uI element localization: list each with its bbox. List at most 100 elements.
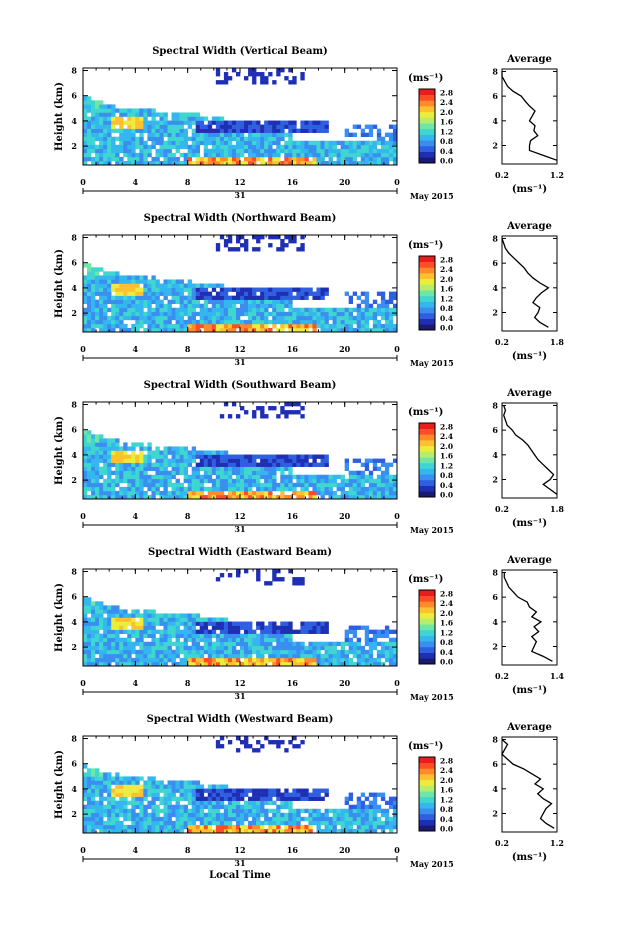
heatmap-cell	[252, 792, 257, 797]
heatmap-cell	[115, 128, 120, 133]
heatmap-cell	[167, 812, 172, 818]
heatmap-cell	[356, 641, 362, 647]
heatmap-cell	[252, 748, 257, 753]
heatmap-cell	[91, 319, 96, 325]
heatmap-cell	[308, 621, 313, 626]
heatmap-cell	[348, 812, 354, 818]
heatmap-cell	[280, 621, 285, 626]
heatmap-cell	[320, 621, 325, 626]
colorbar-swatch	[419, 267, 435, 274]
heatmap-cell	[199, 160, 205, 166]
heatmap-cell	[155, 132, 160, 138]
heatmap-cell	[143, 446, 148, 451]
heatmap-cell	[256, 740, 261, 745]
heatmap-cell	[376, 816, 382, 822]
heatmap-cell	[123, 315, 128, 321]
heatmap-cell	[83, 315, 88, 321]
heatmap-cell	[191, 482, 197, 488]
heatmap-cell	[252, 76, 257, 81]
heatmap-cell	[380, 136, 386, 142]
heatmap-cell	[227, 239, 233, 244]
heatmap-cell	[191, 625, 197, 630]
heatmap-cell	[187, 319, 192, 325]
heatmap-cell	[179, 124, 184, 129]
heatmap-cell	[376, 323, 382, 329]
colorbar-frame	[418, 422, 436, 498]
heatmap-cell	[292, 661, 297, 667]
heatmap-cell	[284, 482, 289, 488]
heatmap-cell	[167, 784, 172, 789]
heatmap-cell	[320, 315, 325, 321]
x-tick-label: 16	[287, 511, 299, 521]
heatmap-cell	[384, 140, 390, 146]
heatmap-cell	[191, 303, 197, 309]
heatmap-cell	[195, 327, 201, 333]
heatmap-cell	[187, 478, 192, 484]
heatmap-cell	[147, 486, 152, 492]
heatmap-cell	[207, 649, 213, 655]
heatmap-cell	[280, 792, 285, 797]
heatmap-cell	[312, 653, 317, 659]
heatmap-cell	[272, 625, 277, 630]
heatmap-cell	[127, 776, 132, 781]
heatmap-cell	[111, 303, 116, 309]
heatmap-cell	[252, 144, 257, 150]
heatmap-cell	[187, 828, 192, 834]
heatmap-cell	[159, 482, 164, 488]
heatmap-cell	[103, 152, 108, 158]
heatmap-cell	[235, 812, 241, 818]
heatmap-cell	[119, 450, 124, 455]
heatmap-cell	[175, 327, 180, 333]
heatmap-cell	[111, 299, 116, 305]
heatmap-cell	[300, 581, 305, 586]
colorbar-swatch	[419, 128, 435, 135]
heatmap-cell	[83, 283, 88, 288]
colorbar-swatch	[419, 151, 435, 158]
heatmap-cell	[384, 657, 390, 663]
heatmap-cell	[308, 291, 313, 296]
heatmap-cell	[99, 641, 104, 647]
heatmap-cell	[135, 136, 140, 142]
heatmap-cell	[296, 661, 301, 667]
heatmap-cell	[91, 824, 96, 830]
heatmap-cell	[384, 319, 390, 325]
heatmap-cell	[119, 621, 124, 626]
heatmap-cell	[384, 144, 390, 150]
heatmap-cell	[95, 637, 100, 643]
heatmap-cell	[211, 136, 217, 142]
heatmap-cell	[191, 621, 197, 626]
heatmap-cell	[292, 80, 297, 85]
heatmap-cell	[308, 160, 313, 166]
heatmap-cell	[280, 239, 285, 244]
heatmap-cell	[131, 279, 136, 284]
heatmap-cell	[312, 315, 317, 321]
heatmap-cell	[195, 617, 201, 622]
heatmap-cell	[372, 478, 378, 484]
heatmap-cell	[268, 160, 273, 166]
heatmap-cell	[147, 474, 152, 480]
heatmap-cell	[300, 295, 305, 300]
heatmap-cell	[219, 287, 225, 292]
heatmap-cell	[328, 323, 333, 329]
heatmap-cell	[268, 327, 273, 333]
heatmap-cell	[179, 812, 184, 818]
heatmap-cell	[151, 482, 156, 488]
heatmap-cell	[336, 661, 341, 667]
heatmap-cell	[356, 645, 362, 651]
heatmap-cell	[119, 478, 124, 484]
heatmap-cell	[223, 661, 229, 667]
heatmap-cell	[107, 645, 112, 651]
heatmap-cell	[191, 653, 197, 659]
heatmap-cell	[83, 454, 88, 459]
heatmap-cell	[380, 156, 386, 162]
heatmap-cell	[155, 160, 160, 166]
heatmap-cell	[380, 478, 386, 484]
heatmap-cell	[115, 299, 120, 305]
heatmap-cell	[235, 808, 241, 814]
heatmap-cell	[171, 323, 176, 329]
heatmap-cell	[288, 235, 293, 240]
heatmap-cell	[288, 649, 293, 655]
heatmap-cell	[119, 462, 124, 467]
heatmap-cell	[316, 796, 321, 801]
heatmap-cell	[103, 478, 108, 484]
